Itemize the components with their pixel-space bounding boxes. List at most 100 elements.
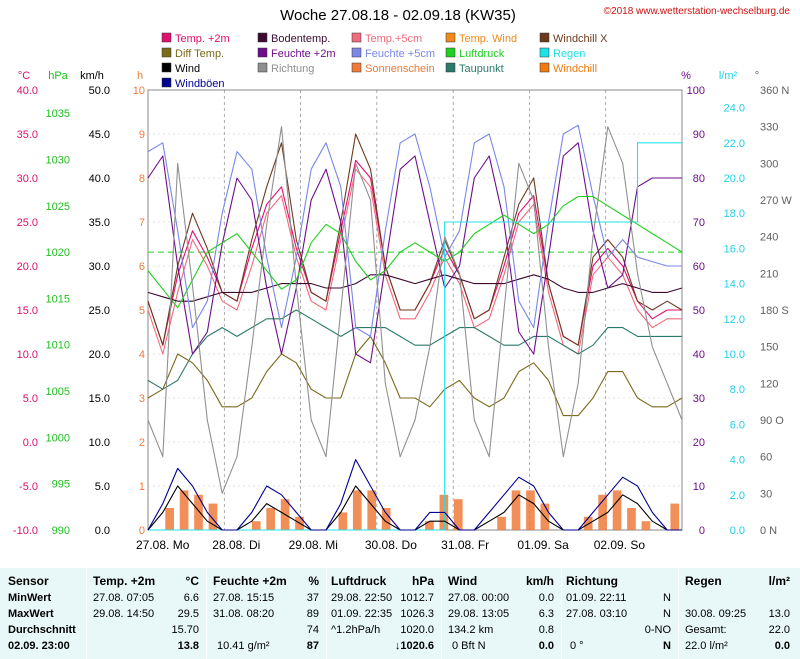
axis-tick-label: -10.0 <box>13 525 38 537</box>
axis-tick-label: 40.0 <box>89 173 110 185</box>
series-line <box>148 142 682 531</box>
humidity-column: Feuchte +2m% 27.08. 15:15 37 31.08. 08:20… <box>207 568 325 659</box>
axis-tick-label: 5.0 <box>95 481 110 493</box>
axis-tick-label: 40 <box>693 349 705 361</box>
wind-max-value: 6.3 <box>538 608 554 620</box>
pressure-min-time: 29.08. 22:50 <box>331 592 393 604</box>
legend-label: Temp. Wind <box>459 33 517 45</box>
axis-tick-label: 16.0 <box>724 243 745 255</box>
axis-tick-label: 25.0 <box>17 217 38 229</box>
x-axis-day-label: 31.08. Fr <box>441 538 489 552</box>
axis-tick-label: 50.0 <box>89 85 110 97</box>
legend-label: Windböen <box>175 78 225 90</box>
axis-tick-label: 10.0 <box>17 349 38 361</box>
sunshine-bar <box>598 494 607 530</box>
sunshine-bar <box>367 490 377 530</box>
direction-current: N <box>663 640 671 652</box>
axis-tick-label: 1030 <box>46 154 70 166</box>
axis-tick-label: 1015 <box>46 293 70 305</box>
series-line <box>147 124 682 337</box>
axis-tick-label: 1025 <box>46 201 70 213</box>
legend-swatch <box>539 32 550 43</box>
sunshine-bar <box>208 503 218 530</box>
legend-swatch <box>161 62 172 73</box>
axis-tick-label: 300 <box>760 158 778 170</box>
legend-label: Wind <box>175 63 200 75</box>
pressure-current: ↓1020.6 <box>394 640 434 652</box>
rain-total-label: Gesamt: <box>685 624 727 636</box>
sunshine-bar <box>670 503 680 530</box>
axis-tick-label: 9 <box>139 129 145 141</box>
copyright-link[interactable]: ©2018 www.wetterstation-wechselburg.de <box>604 6 791 17</box>
axis-tick-label: 0 <box>139 525 145 537</box>
axis-tick-label: 1020 <box>46 247 70 259</box>
axis-unit: % <box>681 70 691 82</box>
axis-tick-label: 0 N <box>760 525 777 537</box>
sunshine-bar <box>497 516 506 530</box>
humidity-unit: % <box>308 574 319 588</box>
rain-max-time: 30.08. 09:25 <box>685 608 747 620</box>
axis-tick-label: 12.0 <box>724 314 745 326</box>
legend-swatch <box>257 47 268 58</box>
rain-total: 22.0 <box>768 624 790 636</box>
rain-current-total: 22.0 l/m² <box>685 640 728 652</box>
temp-min-time: 27.08. 07:05 <box>93 592 155 604</box>
pressure-column: Luftdruck hPa 29.08. 22:50 1012.7 01.09. 2… <box>327 568 440 659</box>
direction-column: Richtung 01.09. 22:11 N 27.08. 03:10 N 0-N… <box>562 568 677 659</box>
legend-label: Temp.+5cm <box>365 33 422 45</box>
axis-tick-label: 270 W <box>760 195 792 207</box>
series-line <box>147 335 683 417</box>
legend-label: Feuchte +5cm <box>365 48 435 60</box>
axis-tick-label: 70 <box>693 217 705 229</box>
axis-tick-label: 30 <box>693 393 705 405</box>
sunshine-bar <box>179 490 189 530</box>
series-line <box>147 274 683 302</box>
sunshine-bar <box>641 521 651 530</box>
temp-max-value: 29.5 <box>177 608 199 620</box>
humidity-current: 87 <box>306 640 319 652</box>
row-label-min: MinWert <box>8 592 52 604</box>
axis-tick-label: 0.0 <box>730 525 745 537</box>
axis-tick-label: 6 <box>139 261 145 273</box>
direction-min-time: 01.09. 22:11 <box>566 592 627 604</box>
x-axis-day-label: 30.08. Do <box>365 538 417 552</box>
legend-swatch <box>445 47 456 58</box>
legend-swatch <box>539 62 550 73</box>
wind-unit: km/h <box>525 574 554 588</box>
axis-tick-label: 10 <box>133 85 145 97</box>
wind-min-value: 0.0 <box>538 592 554 604</box>
axis-tick-label: 8 <box>139 173 145 185</box>
direction-average: 0-NO <box>644 624 671 636</box>
axis-tick-label: 10.0 <box>89 437 110 449</box>
legend-swatch <box>257 32 268 43</box>
wind-column: Wind km/h 27.08. 00:00 0.0 29.08. 13:05 6.3… <box>442 568 560 659</box>
wind-average: 0.8 <box>538 624 554 636</box>
sunshine-bar <box>266 508 276 530</box>
axis-unit: °C <box>18 70 30 82</box>
axis-tick-label: 10 <box>693 481 705 493</box>
axis-tick-label: 990 <box>52 525 70 537</box>
axis-unit: l/m² <box>719 70 738 82</box>
temp-average: 15.70 <box>171 624 199 636</box>
direction-max-time: 27.08. 03:10 <box>566 608 628 620</box>
rain-header: Regen <box>685 574 722 588</box>
axis-tick-label: 6.0 <box>730 419 745 431</box>
x-axis-day-label: 28.08. Di <box>212 538 260 552</box>
wind-current: 0.0 <box>538 640 554 652</box>
humidity-average: 74 <box>306 624 319 636</box>
sunshine-bar <box>165 508 174 530</box>
axis-unit: h <box>137 70 143 82</box>
x-axis-day-label: 02.09. So <box>594 538 646 552</box>
legend-swatch <box>351 62 362 73</box>
axis-tick-label: 0 <box>699 525 705 537</box>
legend-label: Windchill X <box>553 33 608 45</box>
axis-tick-label: 995 <box>52 479 70 491</box>
axis-unit: ° <box>755 70 759 82</box>
axis-tick-label: 25.0 <box>89 305 110 317</box>
sunshine-bar <box>381 508 391 530</box>
legend-label: Luftdruck <box>459 48 505 60</box>
sunshine-bar <box>338 512 348 530</box>
axis-tick-label: 90 O <box>760 415 784 427</box>
sunshine-bar <box>352 490 362 530</box>
axis-tick-label: 60 <box>760 452 772 464</box>
